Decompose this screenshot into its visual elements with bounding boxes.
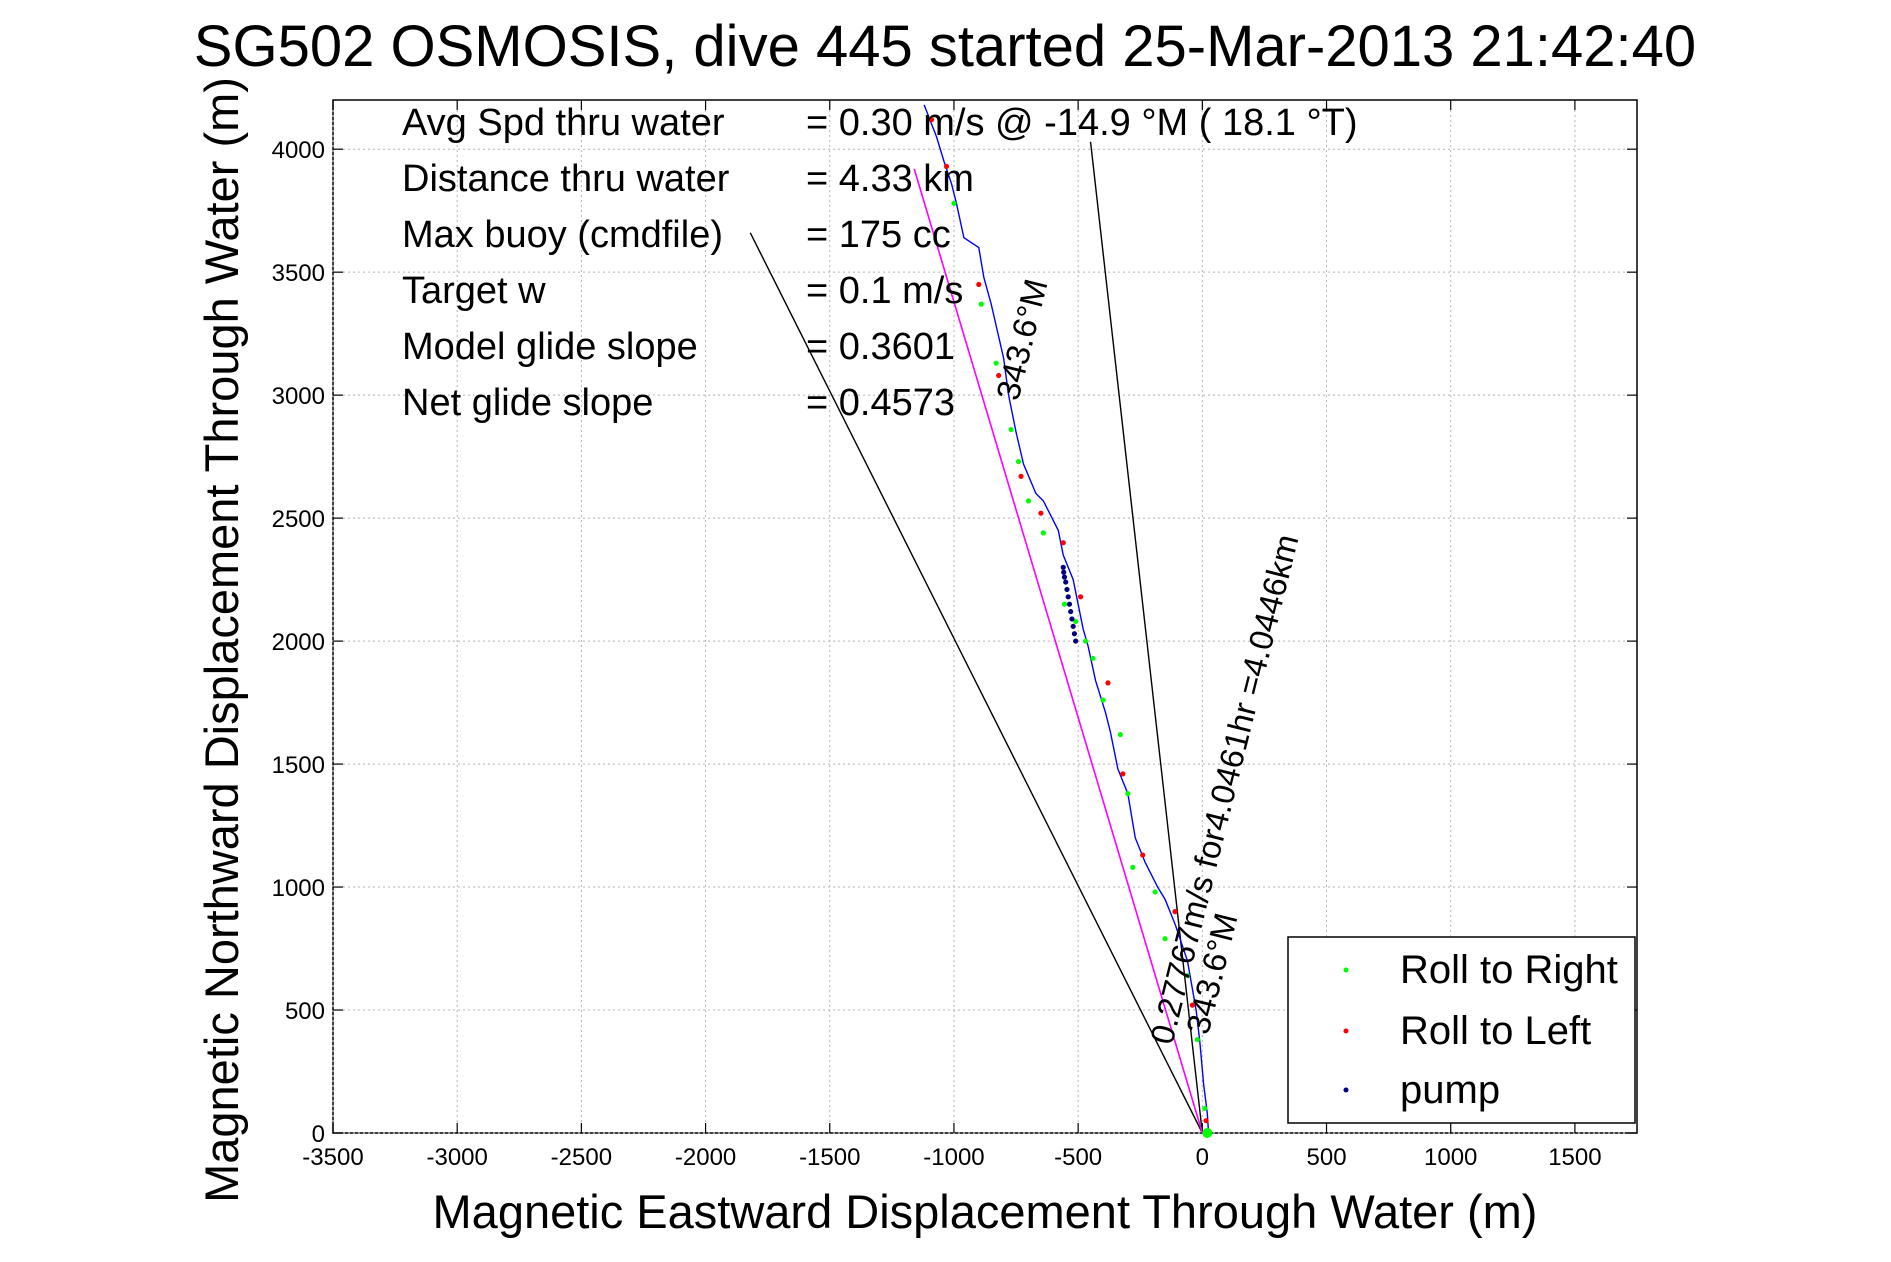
point-roll-to-left [976,281,982,288]
info-row-value: = 4.33 km [806,158,974,200]
track-line [923,104,1210,1134]
y-tick-label: 3500 [272,260,325,287]
info-row-value: = 0.3601 [806,326,955,368]
info-row-value: = 0.30 m/s @ -14.9 °M ( 18.1 °T) [806,102,1358,144]
point-roll-to-right [1040,530,1046,536]
info-row-value: = 0.4573 [806,382,955,424]
info-row-label: Avg Spd thru water [402,102,725,144]
reference-line-2 [1089,141,1204,1134]
legend: Roll to Right Roll to Left pump [1287,936,1636,1124]
point-roll-to-right [1194,1036,1200,1043]
point-roll-to-left [1203,1118,1209,1124]
point-roll-to-right [1184,972,1191,979]
point-pump [1061,574,1068,580]
point-pump [1065,594,1071,600]
x-tick-label: -2500 [551,1144,612,1171]
y-tick-label: 3000 [272,383,325,410]
point-roll-to-left [1105,680,1111,686]
point-roll-to-left [1120,771,1126,777]
point-roll-to-right [993,360,999,366]
point-roll-to-right [1100,697,1106,703]
track-layer [923,104,1210,1134]
legend-label-pump: pump [1400,1068,1500,1112]
point-roll-to-right [978,301,984,307]
x-tick-label: -2000 [675,1144,736,1171]
info-row-label: Target w [402,270,546,312]
point-roll-to-right [1061,601,1068,607]
x-tick-label: 1500 [1548,1144,1601,1171]
legend-marker-roll-left [1343,1028,1349,1034]
point-roll-to-right [1008,426,1014,433]
legend-marker-roll-right [1343,967,1349,973]
x-tick-label: -3500 [302,1144,363,1171]
reference-line-1 [749,232,1203,1134]
x-tick-label: -3000 [426,1144,487,1171]
info-row-label: Net glide slope [402,382,653,424]
y-tick-label: 4000 [272,137,325,164]
info-row-value: = 175 cc [806,214,951,256]
point-pump [1061,569,1067,575]
y-tick-label: 1500 [272,752,325,779]
point-pump [1069,616,1075,622]
x-tick-label: 500 [1307,1144,1347,1171]
point-roll-to-left [996,372,1002,379]
point-pump [1066,601,1073,607]
x-axis-label: Magnetic Eastward Displacement Through W… [433,1185,1538,1238]
point-roll-to-right [1162,936,1168,942]
point-roll-to-left [943,163,950,170]
point-roll-to-left [1060,540,1066,546]
point-roll-to-left [928,117,935,123]
y-tick-label: 2000 [272,629,325,656]
info-row-value: = 0.1 m/s [806,270,963,312]
point-pump [1071,631,1078,637]
legend-label-roll-left: Roll to Left [1400,1009,1591,1053]
line-layer [749,141,1204,1134]
point-pump [1063,579,1069,585]
x-tick-label: 0 [1196,1144,1209,1171]
x-tick-label: -500 [1054,1144,1102,1171]
chart-title: SG502 OSMOSIS, dive 445 started 25-Mar-2… [194,14,1696,79]
point-pump [1064,586,1070,593]
y-tick-label: 2500 [272,506,325,533]
point-roll-to-right [1025,498,1032,504]
point-roll-to-right [1082,638,1089,644]
x-tick-label: 1000 [1424,1144,1477,1171]
point-roll-to-right [951,200,957,206]
y-axis-label: Magnetic Northward Displacement Through … [195,77,248,1203]
point-roll-to-right [1202,1105,1208,1112]
point-roll-to-left [1140,852,1146,858]
point-roll-to-right [1125,790,1131,797]
point-roll-to-right [1073,618,1079,625]
info-box: Avg Spd thru water = 0.30 m/s @ -14.9 °M … [402,102,1358,424]
x-tick-label: -1000 [923,1144,984,1171]
point-pump [1070,623,1076,629]
x-tick-label: -1500 [799,1144,860,1171]
point-roll-to-left [1078,594,1084,600]
tick-layer: -3500 -3000 -2500 -2000 -1500 -1000 -500 0 500 10… [272,100,1637,1171]
point-roll-to-left [1038,510,1044,516]
point-roll-to-left [1189,1002,1195,1008]
point-roll-to-left [1018,473,1024,479]
point-roll-to-right [1090,655,1096,661]
point-pump [1060,564,1066,570]
y-tick-label: 500 [285,998,325,1025]
y-tick-label: 0 [312,1121,325,1148]
marker-layer [928,117,1213,1138]
point-roll-to-left [1172,909,1178,915]
start-point [1202,1128,1213,1138]
point-roll-to-right [1152,889,1158,895]
point-roll-to-right [1015,458,1022,465]
info-row-label: Model glide slope [402,326,698,368]
info-row-label: Distance thru water [402,158,730,200]
point-pump [1073,638,1079,644]
legend-label-roll-right: Roll to Right [1400,948,1618,992]
net-glide-line [913,168,1204,1134]
info-row-label: Max buoy (cmdfile) [402,214,723,256]
point-pump [1068,608,1074,615]
point-roll-to-right [1130,864,1136,870]
legend-marker-pump [1343,1087,1349,1093]
point-roll-to-right [1117,731,1123,738]
y-tick-label: 1000 [272,875,325,902]
